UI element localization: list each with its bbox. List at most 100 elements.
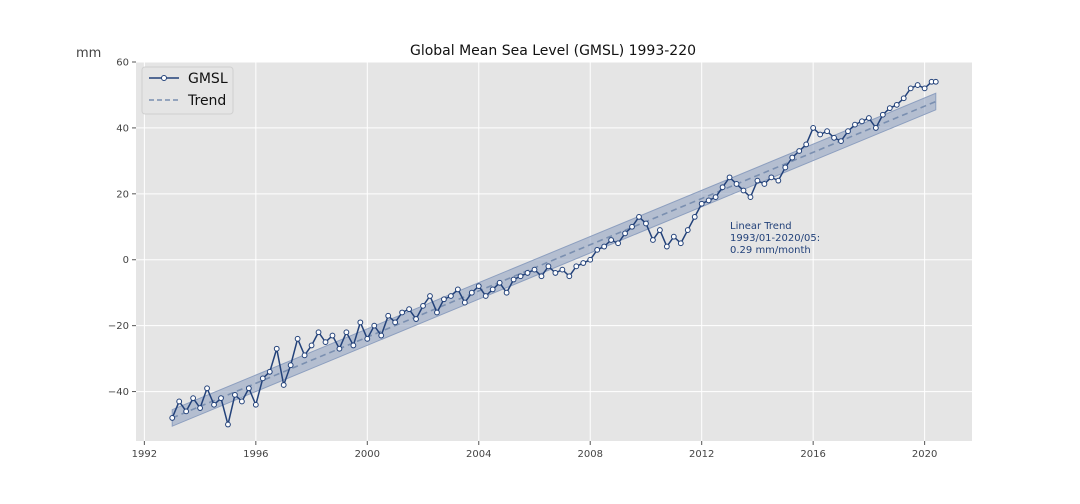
gmsl-point xyxy=(865,115,872,121)
gmsl-point xyxy=(287,362,294,369)
gmsl-point xyxy=(301,352,308,359)
gmsl-point xyxy=(378,332,385,339)
x-tick-label: 1996 xyxy=(243,449,268,460)
gmsl-point xyxy=(364,335,371,342)
gmsl-series xyxy=(169,78,939,428)
gmsl-point xyxy=(454,286,461,293)
gmsl-point xyxy=(308,342,315,349)
y-tick-label: 20 xyxy=(116,189,129,200)
x-tick-label: 2000 xyxy=(355,449,380,460)
gmsl-point xyxy=(245,385,252,392)
gmsl-point xyxy=(266,368,273,375)
gmsl-point xyxy=(503,289,510,296)
gmsl-point xyxy=(545,263,552,270)
gmsl-point xyxy=(733,181,740,187)
gmsl-point xyxy=(329,332,336,339)
gmsl-point xyxy=(845,128,851,135)
gmsl-point xyxy=(691,213,698,220)
y-tick-label: 40 xyxy=(116,123,129,134)
gmsl-point xyxy=(385,312,392,319)
legend-trend-label: Trend xyxy=(187,93,226,109)
gmsl-point xyxy=(761,181,768,187)
x-tick-label: 1992 xyxy=(132,449,157,460)
gmsl-point xyxy=(893,101,900,108)
gmsl-point xyxy=(872,125,879,131)
gmsl-point xyxy=(552,270,559,276)
gmsl-point xyxy=(294,335,301,342)
gmsl-point xyxy=(879,111,886,118)
gmsl-point xyxy=(169,415,176,421)
gmsl-point xyxy=(413,316,419,322)
gmsl-point xyxy=(629,223,635,230)
axis-ticks: 1992 1996 2000 2004 2008 2012 2016 2020 −40 −20 0 2… xyxy=(108,58,937,461)
gmsl-point xyxy=(447,293,454,299)
gmsl-point xyxy=(252,401,259,408)
gmsl-point xyxy=(886,105,893,112)
gmsl-point xyxy=(656,227,663,233)
gmsl-point xyxy=(775,177,782,184)
gmsl-point xyxy=(238,398,245,405)
gmsl-point xyxy=(663,243,670,250)
gmsl-point xyxy=(566,273,573,280)
gmsl-point xyxy=(782,164,789,171)
legend-gmsl-marker xyxy=(161,75,167,81)
gmsl-point xyxy=(489,286,496,293)
gmsl-point xyxy=(768,174,775,181)
trend-annotation-line-2: 1993/01-2020/05: xyxy=(730,233,820,244)
x-tick-label: 2012 xyxy=(689,449,714,460)
gmsl-point xyxy=(636,213,642,220)
gmsl-point xyxy=(580,260,587,266)
gmsl-point xyxy=(831,134,837,141)
gmsl-point xyxy=(482,293,489,299)
gmsl-point xyxy=(684,227,691,233)
gmsl-point xyxy=(524,270,531,276)
gmsl-point xyxy=(740,187,747,194)
gmsl-point xyxy=(796,148,803,154)
gmsl-point xyxy=(406,306,412,313)
x-tick-label: 2008 xyxy=(578,449,603,460)
gmsl-point xyxy=(371,322,378,329)
gmsl-point xyxy=(510,276,517,283)
gmsl-point xyxy=(315,329,322,336)
gmsl-point xyxy=(838,138,844,144)
legend-gmsl-label: GMSL xyxy=(188,71,228,87)
y-tick-label: 60 xyxy=(116,58,129,69)
gmsl-point xyxy=(705,197,712,204)
gmsl-point xyxy=(461,299,468,306)
gmsl-point xyxy=(399,309,406,316)
gmsl-point xyxy=(712,194,719,201)
gmsl-point xyxy=(559,266,566,273)
gmsl-point xyxy=(176,398,183,405)
gmsl-point xyxy=(698,200,705,207)
gmsl-point xyxy=(496,279,503,286)
gmsl-point xyxy=(531,266,538,273)
gmsl-point xyxy=(615,240,621,247)
trend-line xyxy=(171,100,937,419)
gmsl-point xyxy=(754,177,761,184)
gmsl-point xyxy=(259,375,266,382)
y-tick-label: −40 xyxy=(108,387,129,398)
gmsl-point xyxy=(322,339,329,346)
gmsl-point xyxy=(225,421,231,428)
gmsl-point xyxy=(932,78,939,85)
gmsl-point xyxy=(434,309,440,316)
gmsl-point xyxy=(726,174,733,181)
gmsl-point xyxy=(343,329,350,336)
gmsl-point xyxy=(601,243,608,250)
gmsl-point xyxy=(587,256,594,263)
gmsl-point xyxy=(204,385,210,392)
gmsl-point xyxy=(643,220,649,227)
gmsl-point xyxy=(538,273,545,280)
gmsl-point xyxy=(719,184,726,191)
gmsl-point xyxy=(622,230,628,237)
gmsl-point xyxy=(677,240,684,247)
gmsl-point xyxy=(907,85,914,92)
gmsl-point xyxy=(803,141,810,148)
gmsl-point xyxy=(273,345,280,352)
gmsl-point xyxy=(468,289,475,296)
trend-series xyxy=(171,100,937,419)
gmsl-point xyxy=(810,125,817,131)
gmsl-point xyxy=(789,154,796,161)
gmsl-point xyxy=(218,395,224,402)
